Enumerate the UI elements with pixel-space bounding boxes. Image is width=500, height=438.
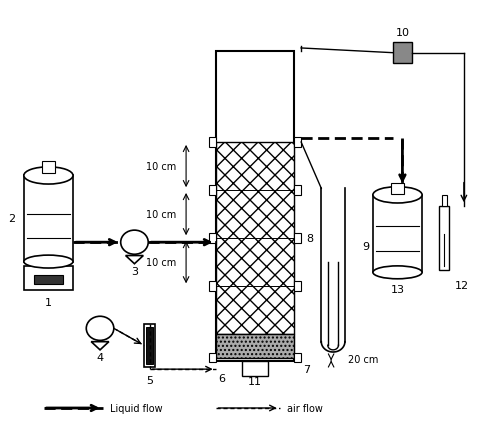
Text: 10 cm: 10 cm bbox=[146, 210, 176, 219]
Bar bbox=[34, 276, 63, 285]
Bar bbox=[208, 353, 216, 362]
Text: 5: 5 bbox=[146, 375, 153, 385]
Bar bbox=[24, 266, 73, 290]
Bar bbox=[144, 324, 155, 367]
Bar bbox=[24, 176, 73, 262]
Text: 11: 11 bbox=[248, 376, 262, 386]
Polygon shape bbox=[91, 342, 109, 350]
Polygon shape bbox=[126, 256, 144, 264]
Text: 20 cm: 20 cm bbox=[348, 354, 378, 364]
Bar bbox=[146, 328, 153, 364]
Text: 12: 12 bbox=[455, 281, 469, 290]
Text: 10: 10 bbox=[396, 28, 409, 38]
Text: 10 cm: 10 cm bbox=[146, 162, 176, 172]
Text: 8: 8 bbox=[306, 233, 314, 244]
Bar bbox=[208, 282, 216, 291]
Text: 3: 3 bbox=[131, 266, 138, 276]
Text: 2: 2 bbox=[8, 214, 15, 224]
Bar bbox=[208, 138, 216, 148]
Text: 10 cm: 10 cm bbox=[146, 258, 176, 268]
Bar bbox=[294, 282, 301, 291]
Ellipse shape bbox=[373, 266, 422, 279]
Text: Liquid flow: Liquid flow bbox=[110, 403, 162, 413]
Text: 6: 6 bbox=[218, 374, 225, 384]
Text: 13: 13 bbox=[390, 284, 404, 294]
Text: 4: 4 bbox=[96, 352, 103, 362]
Bar bbox=[440, 206, 449, 271]
Bar bbox=[216, 143, 294, 335]
Bar bbox=[208, 186, 216, 195]
Circle shape bbox=[120, 230, 148, 254]
Bar bbox=[242, 361, 268, 376]
Text: 1: 1 bbox=[45, 297, 52, 307]
Bar bbox=[442, 195, 446, 206]
Bar bbox=[294, 186, 301, 195]
Ellipse shape bbox=[373, 187, 422, 204]
Ellipse shape bbox=[24, 255, 73, 268]
Bar bbox=[208, 234, 216, 244]
Bar bbox=[294, 138, 301, 148]
Bar bbox=[373, 195, 422, 273]
Bar bbox=[390, 184, 404, 194]
Text: 7: 7 bbox=[303, 364, 310, 374]
Bar bbox=[294, 234, 301, 244]
Text: 9: 9 bbox=[362, 241, 370, 251]
Bar bbox=[294, 353, 301, 362]
Circle shape bbox=[86, 317, 114, 341]
Bar bbox=[42, 162, 56, 174]
Bar bbox=[393, 43, 412, 64]
Bar bbox=[216, 335, 294, 358]
Bar bbox=[216, 51, 294, 361]
Ellipse shape bbox=[24, 167, 73, 185]
Text: air flow: air flow bbox=[287, 403, 323, 413]
